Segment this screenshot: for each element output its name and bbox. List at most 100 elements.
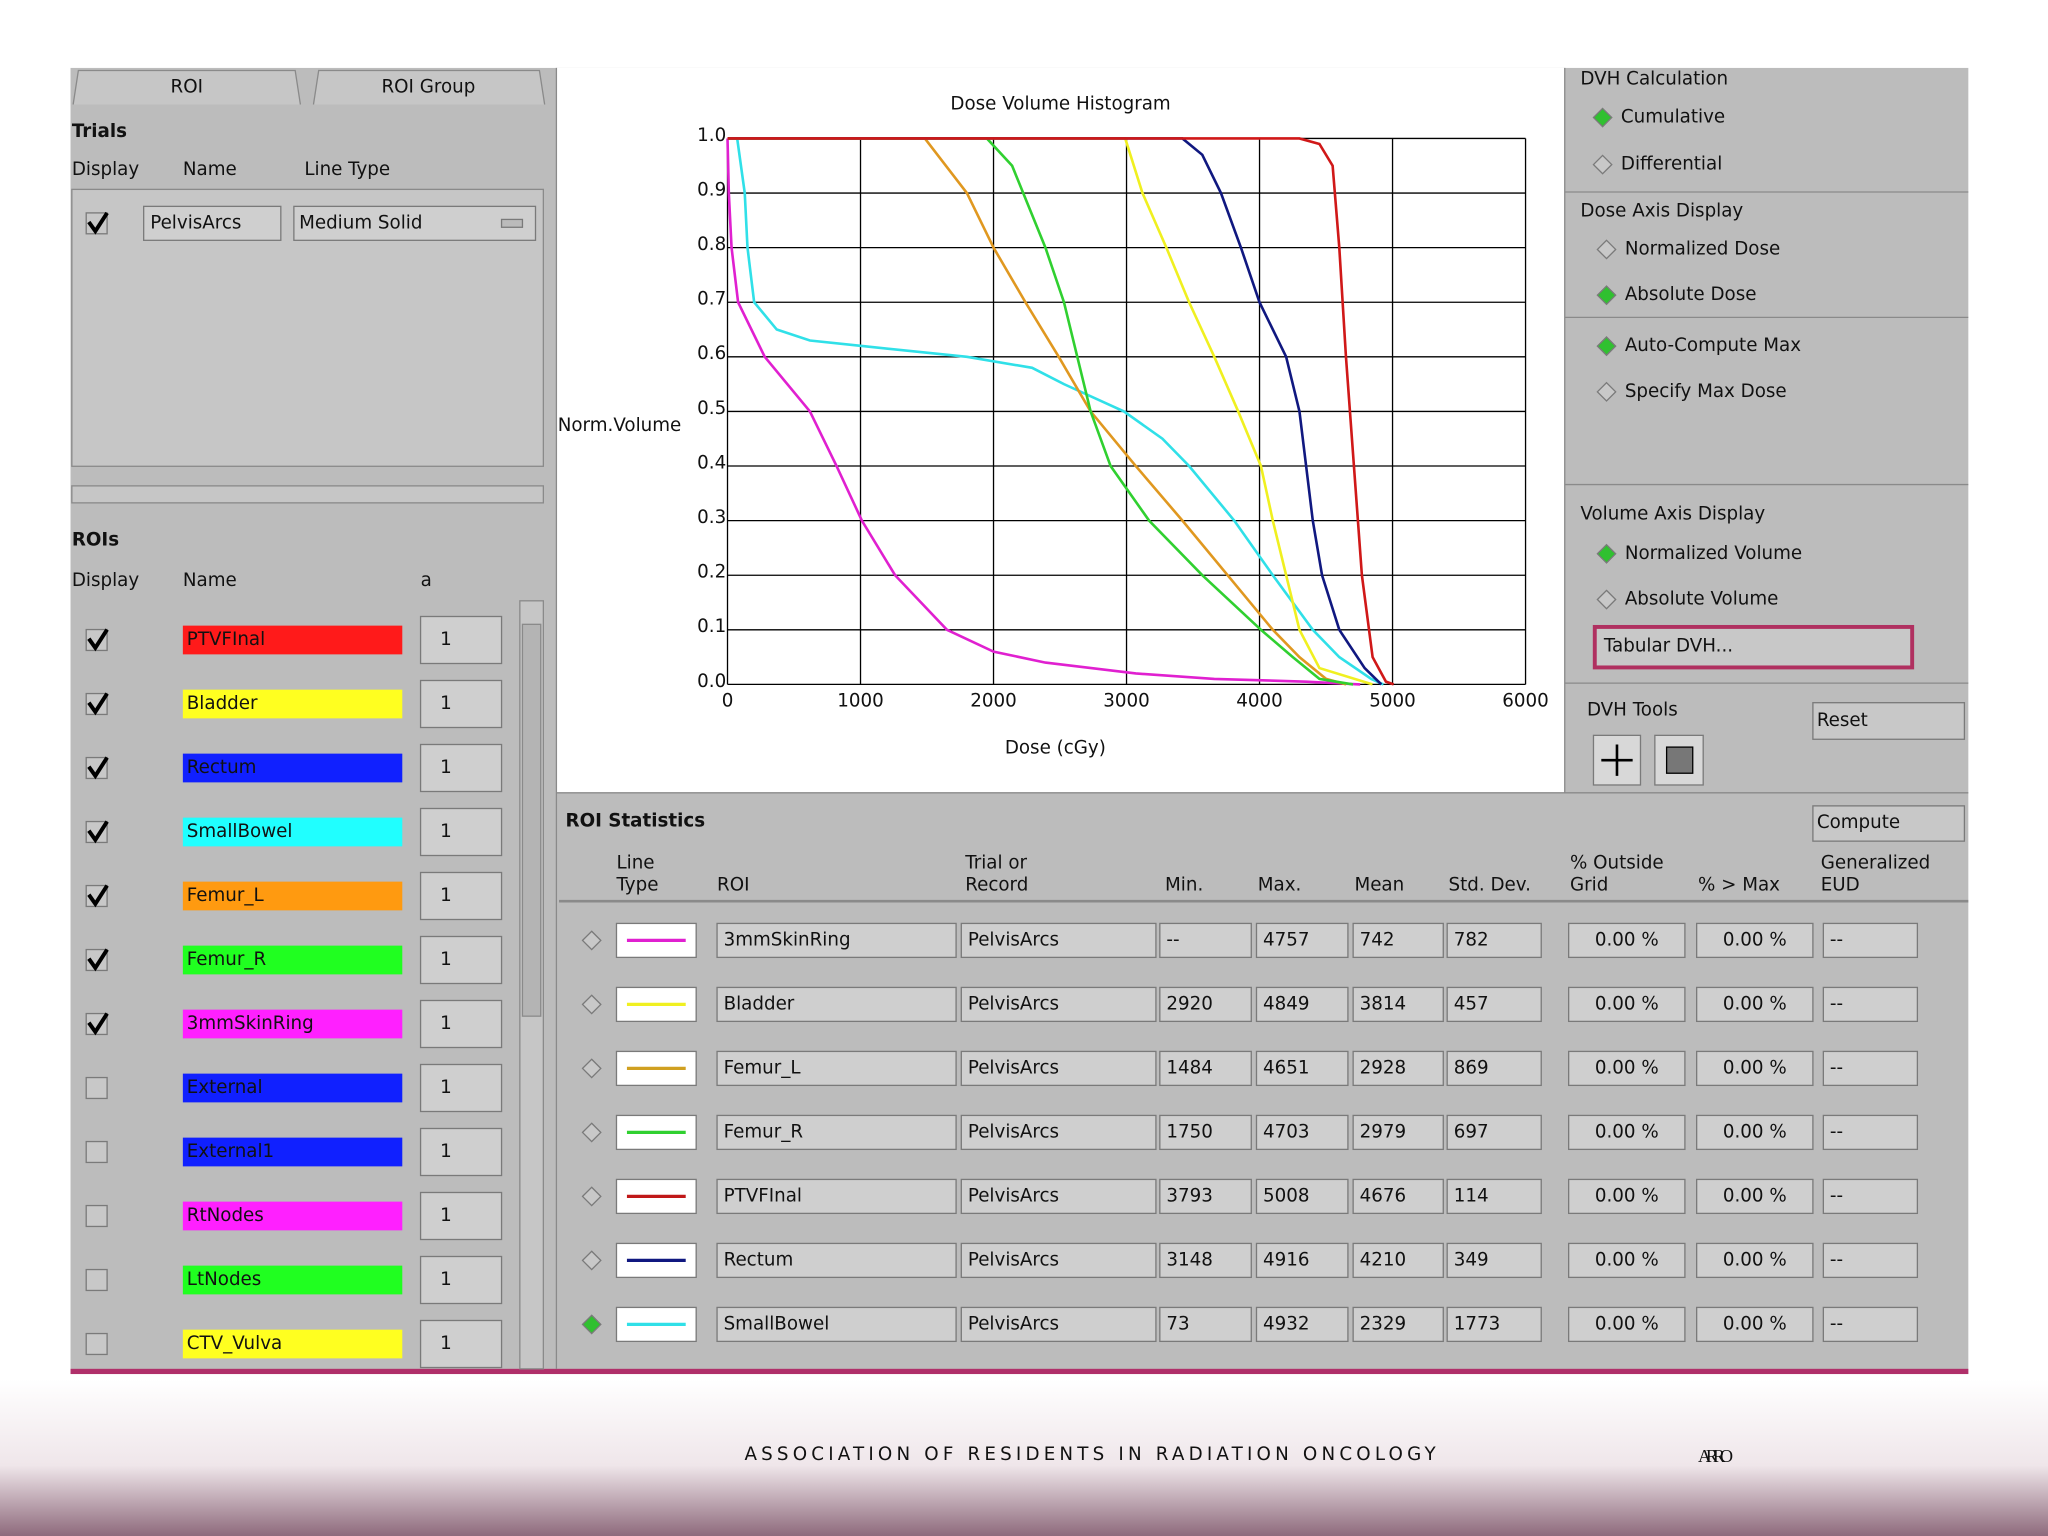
opacity-field[interactable] [419,1063,503,1113]
stat-value: 2920 [1166,993,1213,1014]
roi-name-field[interactable] [182,1329,403,1359]
trial-name: PelvisArcs [150,212,241,233]
roi-name: RtNodes [187,1205,264,1226]
stat-field [1822,1050,1919,1087]
dvh-curve [727,137,1373,686]
button[interactable] [1812,805,1966,842]
roi-name: Femur_R [187,949,267,970]
radio-button[interactable] [581,1122,602,1143]
button[interactable] [1592,624,1915,670]
checkbox[interactable] [85,1268,108,1292]
roi-name-field[interactable] [182,817,403,847]
roi-name-field[interactable] [182,625,403,655]
radio-label: Differential [1621,154,1722,175]
line-type-menu[interactable] [293,205,537,241]
scroll-thumb[interactable] [521,623,542,1017]
stat-value: 457 [1454,993,1489,1014]
stat-field [1567,1178,1686,1215]
stat-field [1567,1050,1686,1087]
roi-name: Rectum [187,757,257,778]
roi-name-field[interactable] [182,1137,403,1167]
stat-value: 5008 [1263,1185,1310,1206]
roi-name-field[interactable] [182,945,403,975]
radio-button[interactable] [581,930,602,951]
opacity-field[interactable] [419,999,503,1049]
radio-button[interactable] [1596,285,1617,306]
radio-button[interactable] [1596,381,1617,402]
opacity-field[interactable] [419,1127,503,1177]
stat-value: 3814 [1360,993,1407,1014]
opacity-field[interactable] [419,1255,503,1305]
opacity-value: 1 [440,693,452,714]
stat-value: 4757 [1263,929,1310,950]
y-tick-label: 0.4 [697,452,726,473]
section-title: Dose Axis Display [1580,201,1743,222]
roi-name-field[interactable] [182,689,403,719]
stat-field [1352,1178,1444,1215]
radio-button[interactable] [581,1186,602,1207]
stat-value: 742 [1360,929,1395,950]
name-field[interactable] [143,205,282,241]
checkbox[interactable] [85,1140,108,1164]
stat-value: 4676 [1360,1185,1407,1206]
roi-name-field[interactable] [182,1009,403,1039]
stat-field [960,1242,1157,1279]
stat-field [1255,1114,1349,1151]
roi-name-field[interactable] [182,1201,403,1231]
stat-value: 0.00 % [1723,1185,1787,1206]
stat-value: 697 [1454,1121,1489,1142]
stat-field [1352,1242,1444,1279]
radio-button[interactable] [1596,543,1617,564]
stat-value: 3mmSkinRing [724,929,851,950]
h-scrollbar[interactable] [71,485,544,504]
radio-button[interactable] [581,1250,602,1271]
opacity-field[interactable] [419,679,503,729]
radio-button[interactable] [1596,336,1617,357]
line-type: Medium Solid [299,212,422,233]
opacity-field[interactable] [419,871,503,921]
roi-name-field[interactable] [182,1265,403,1295]
opacity-field[interactable] [419,1319,503,1369]
checkbox[interactable] [85,1332,108,1356]
stat-field [716,986,957,1023]
chart-title: Dose Volume Histogram [950,93,1170,114]
stat-field [1567,1242,1686,1279]
radio-button[interactable] [1596,239,1617,260]
opacity-field[interactable] [419,807,503,857]
opacity-field[interactable] [419,935,503,985]
opacity-field[interactable] [419,615,503,665]
radio-button[interactable] [1592,107,1613,128]
radio-button[interactable] [1592,154,1613,175]
column-header: Grid [1570,875,1608,896]
roi-name-field[interactable] [182,881,403,911]
opacity-field[interactable] [419,1191,503,1241]
tab[interactable] [72,69,302,105]
stat-value: 0.00 % [1723,1313,1787,1334]
stat-value: PelvisArcs [968,1121,1059,1142]
stat-field [716,1306,957,1343]
checkbox[interactable] [85,1204,108,1228]
roi-name-field[interactable] [182,1073,403,1103]
button[interactable] [1812,702,1966,740]
stat-value: 4916 [1263,1249,1310,1270]
roi-name: External1 [187,1141,274,1162]
stat-value: -- [1830,993,1843,1014]
radio-button[interactable] [1596,589,1617,610]
checkbox[interactable] [85,1076,108,1100]
opacity-field[interactable] [419,743,503,793]
y-tick-label: 0.5 [697,398,726,419]
roi-name-field[interactable] [182,753,403,783]
y-tick-label: 0.0 [697,671,726,692]
section-title: Volume Axis Display [1580,504,1765,525]
stat-value: 4932 [1263,1313,1310,1334]
stat-field [960,986,1157,1023]
stat-value: 2979 [1360,1121,1407,1142]
dvh-curve [727,137,1383,686]
tab[interactable] [312,69,546,105]
column-header: Type [615,875,658,896]
stat-field [1567,922,1686,959]
radio-button[interactable] [581,1314,602,1335]
radio-button[interactable] [581,994,602,1015]
radio-button[interactable] [581,1058,602,1079]
opacity-value: 1 [440,1205,452,1226]
